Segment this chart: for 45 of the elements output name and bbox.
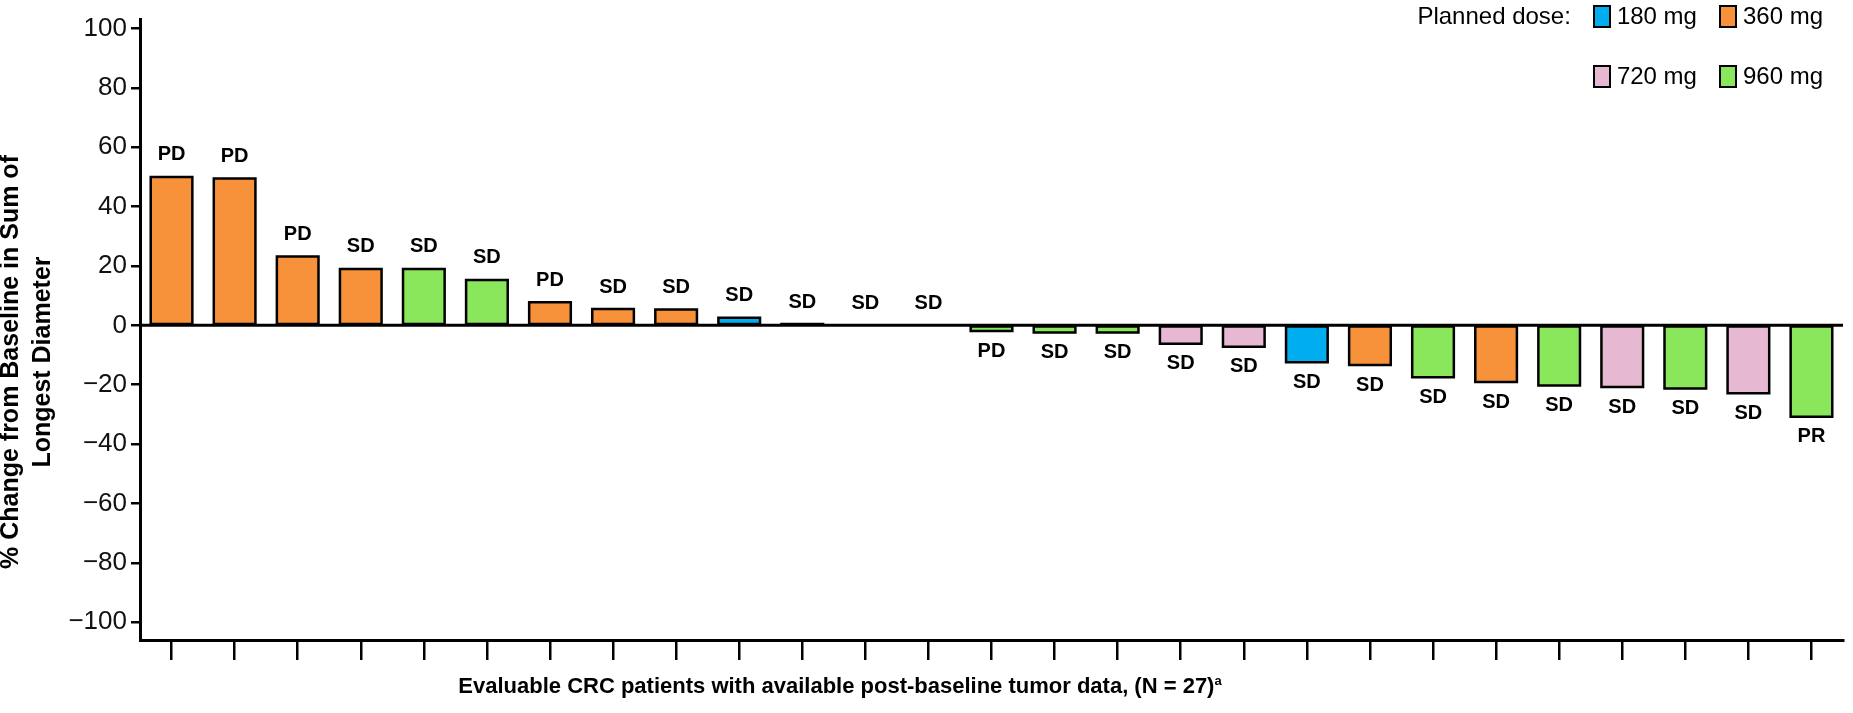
data-label: SD [851,290,880,313]
y-tick-label: 0 [112,308,127,339]
data-label: SD [914,290,943,313]
y-tick-label: 20 [98,249,127,280]
y-tick-label: −20 [82,367,127,398]
data-label: SD [409,234,438,257]
data-label: SD [1419,384,1447,407]
data-label: PD [157,142,186,165]
data-label: SD [788,289,817,312]
data-label: SD [1040,339,1069,362]
y-tick-label: −80 [82,545,127,576]
data-label: SD [1545,393,1574,416]
data-label: PR [1797,424,1826,447]
data-label: SD [1482,389,1510,412]
data-label: SD [662,275,691,298]
y-axis-title: % Change from Baseline in Sum of Longest Diameter [0,154,56,571]
data-label: SD [346,234,375,257]
legend-label: 360 mg [1742,2,1823,30]
data-label: SD [1292,369,1321,392]
legend-label: 180 mg [1616,2,1697,30]
legend-label: 720 mg [1616,62,1697,90]
data-label: SD [1229,354,1258,377]
x-axis-title: Evaluable CRC patients with available post-baseline tumor data, (N = 27)$^{a}$ [457,673,1223,700]
data-label: SD [473,245,501,268]
y-tick-label: −100 [68,605,127,636]
data-label: PD [977,338,1006,361]
legend-title: Planned dose: [1417,2,1571,30]
legend-label: 960 mg [1742,62,1823,90]
data-label: PD [220,143,249,166]
y-tick-label: −40 [82,427,127,458]
data-label: SD [1608,394,1637,417]
data-label: PD [536,267,564,290]
data-label: SD [1356,372,1384,395]
y-tick-label: 40 [98,189,127,220]
y-tick-label: 80 [98,71,127,102]
data-label: SD [725,283,754,306]
y-tick-label: −60 [82,486,127,517]
data-label: SD [599,274,627,297]
data-label: PD [283,222,312,244]
data-label: SD [1103,339,1132,362]
y-tick-label: 100 [83,11,127,42]
data-label: SD [1166,351,1195,374]
data-label: SD [1671,396,1700,419]
data-label: SD [1734,400,1763,423]
y-tick-label: 60 [98,130,127,161]
